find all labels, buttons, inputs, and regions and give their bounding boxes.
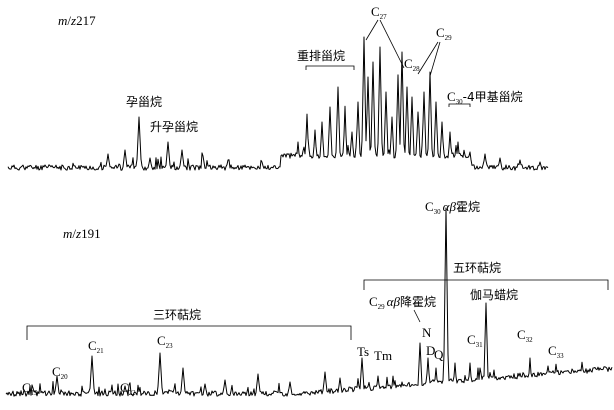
- bracket-tricyclic: [26, 325, 352, 340]
- leader-norhopane: [413, 309, 421, 323]
- label-c29-norhopane: C29 αβ降霍烷: [369, 294, 436, 311]
- label-gammacerane: 伽马蜡烷: [470, 287, 518, 302]
- label-pregnane: 孕甾烷: [126, 95, 162, 109]
- carbon-label-c31: C31: [467, 332, 483, 349]
- bracket-pentacyclic: [363, 279, 609, 290]
- label-tricyclic-terpanes: 三环萜烷: [153, 308, 201, 322]
- carbon-label-c28: C28: [404, 56, 420, 73]
- label-d: D: [426, 343, 435, 358]
- panel-mz217: m/z217 孕甾烷 升孕甾烷 重排甾烷 C27 C28 C29 C30-4甲基…: [7, 4, 549, 171]
- leader-c29b: [429, 41, 441, 77]
- trace-mz217: [7, 36, 549, 171]
- label-q: Q: [434, 347, 444, 362]
- leader-c29a: [417, 41, 439, 75]
- ion-label-mz191: m/z191: [63, 226, 101, 241]
- carbon-label-c21: C21: [88, 338, 104, 355]
- bracket-4-methylsteranes: [448, 103, 471, 107]
- trace-mz191: [5, 207, 613, 397]
- label-4-methylsteranes: C30-4甲基甾烷: [447, 89, 523, 106]
- leader-c27a: [365, 19, 379, 41]
- carbon-label-c22: C22: [120, 380, 136, 397]
- label-n: N: [422, 325, 432, 340]
- bracket-diasteranes: [305, 65, 355, 70]
- carbon-label-c27: C27: [371, 4, 387, 21]
- label-homopregnane: 升孕甾烷: [150, 120, 198, 134]
- label-ts: Ts: [357, 344, 369, 359]
- panel-mz191: m/z191 C30 αβ霍烷 五环萜烷 三环萜烷 伽马蜡烷 C29 αβ降霍烷 N…: [5, 199, 613, 397]
- carbon-label-c33: C33: [548, 343, 564, 360]
- label-tm: Tm: [374, 348, 392, 363]
- carbon-label-c32: C32: [517, 327, 533, 344]
- carbon-label-c20: C20: [52, 364, 68, 381]
- label-c30-hopane: C30 αβ霍烷: [425, 199, 480, 216]
- label-pentacyclic-terpanes: 五环萜烷: [453, 261, 501, 275]
- ion-label-mz217: m/z217: [58, 13, 96, 28]
- carbon-label-c23: C23: [157, 333, 173, 350]
- carbon-label-c19: C19: [22, 380, 38, 397]
- carbon-label-c29: C29: [436, 25, 452, 42]
- label-diasteranes: 重排甾烷: [297, 49, 345, 63]
- leader-c27b: [379, 19, 405, 69]
